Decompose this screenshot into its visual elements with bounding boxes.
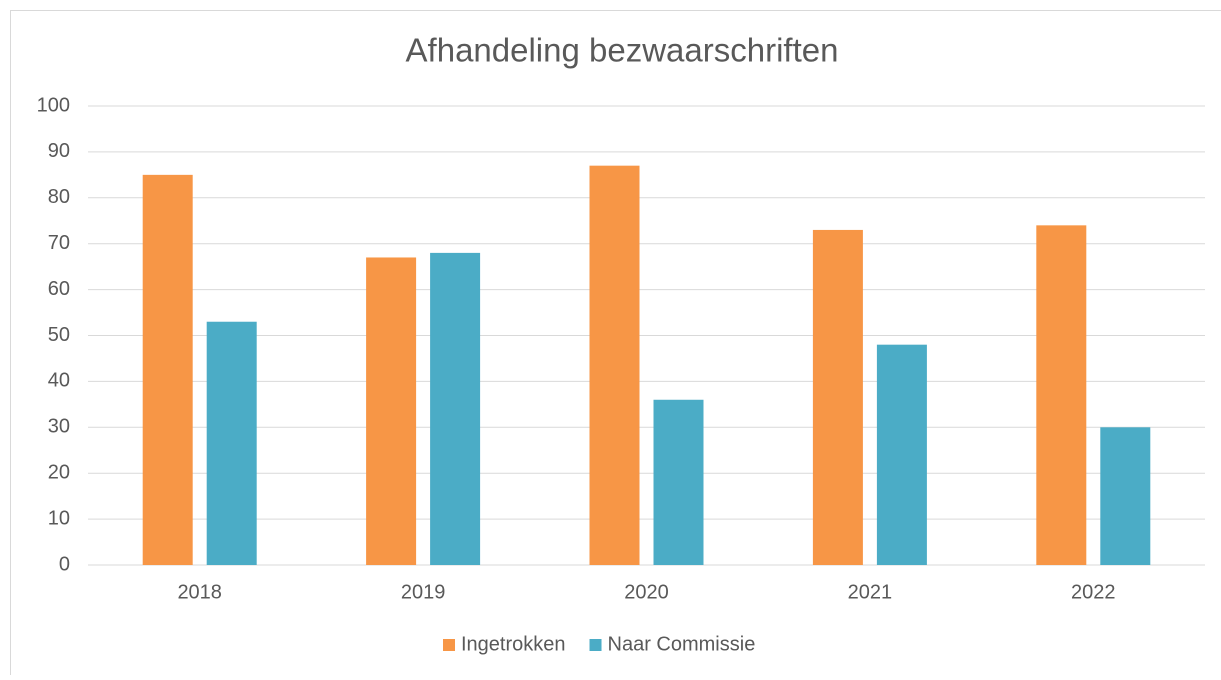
x-tick-label: 2020 bbox=[624, 581, 669, 603]
bar bbox=[366, 257, 416, 565]
legend-label: Ingetrokken bbox=[461, 633, 566, 655]
bar bbox=[590, 166, 640, 565]
chart-title: Afhandeling bezwaarschriften bbox=[406, 32, 839, 69]
y-tick-label: 100 bbox=[37, 94, 70, 116]
y-tick-label: 50 bbox=[48, 324, 70, 346]
x-tick-label: 2019 bbox=[401, 581, 446, 603]
x-tick-label: 2022 bbox=[1071, 581, 1116, 603]
y-tick-label: 20 bbox=[48, 461, 70, 483]
y-tick-label: 40 bbox=[48, 370, 70, 392]
x-tick-label: 2021 bbox=[848, 581, 893, 603]
y-tick-label: 30 bbox=[48, 416, 70, 438]
y-tick-label: 0 bbox=[59, 553, 70, 575]
x-tick-label: 2018 bbox=[177, 581, 222, 603]
bar bbox=[430, 253, 480, 565]
y-tick-label: 60 bbox=[48, 278, 70, 300]
bar bbox=[207, 322, 257, 565]
bar bbox=[654, 400, 704, 565]
bar bbox=[813, 230, 863, 565]
legend-swatch bbox=[443, 639, 455, 651]
bar bbox=[877, 345, 927, 565]
bar bbox=[143, 175, 193, 565]
y-tick-label: 10 bbox=[48, 507, 70, 529]
legend-label: Naar Commissie bbox=[608, 633, 756, 655]
legend-swatch bbox=[590, 639, 602, 651]
bar bbox=[1100, 427, 1150, 565]
y-tick-label: 90 bbox=[48, 140, 70, 162]
y-tick-label: 70 bbox=[48, 232, 70, 254]
y-tick-label: 80 bbox=[48, 186, 70, 208]
bar bbox=[1036, 225, 1086, 565]
